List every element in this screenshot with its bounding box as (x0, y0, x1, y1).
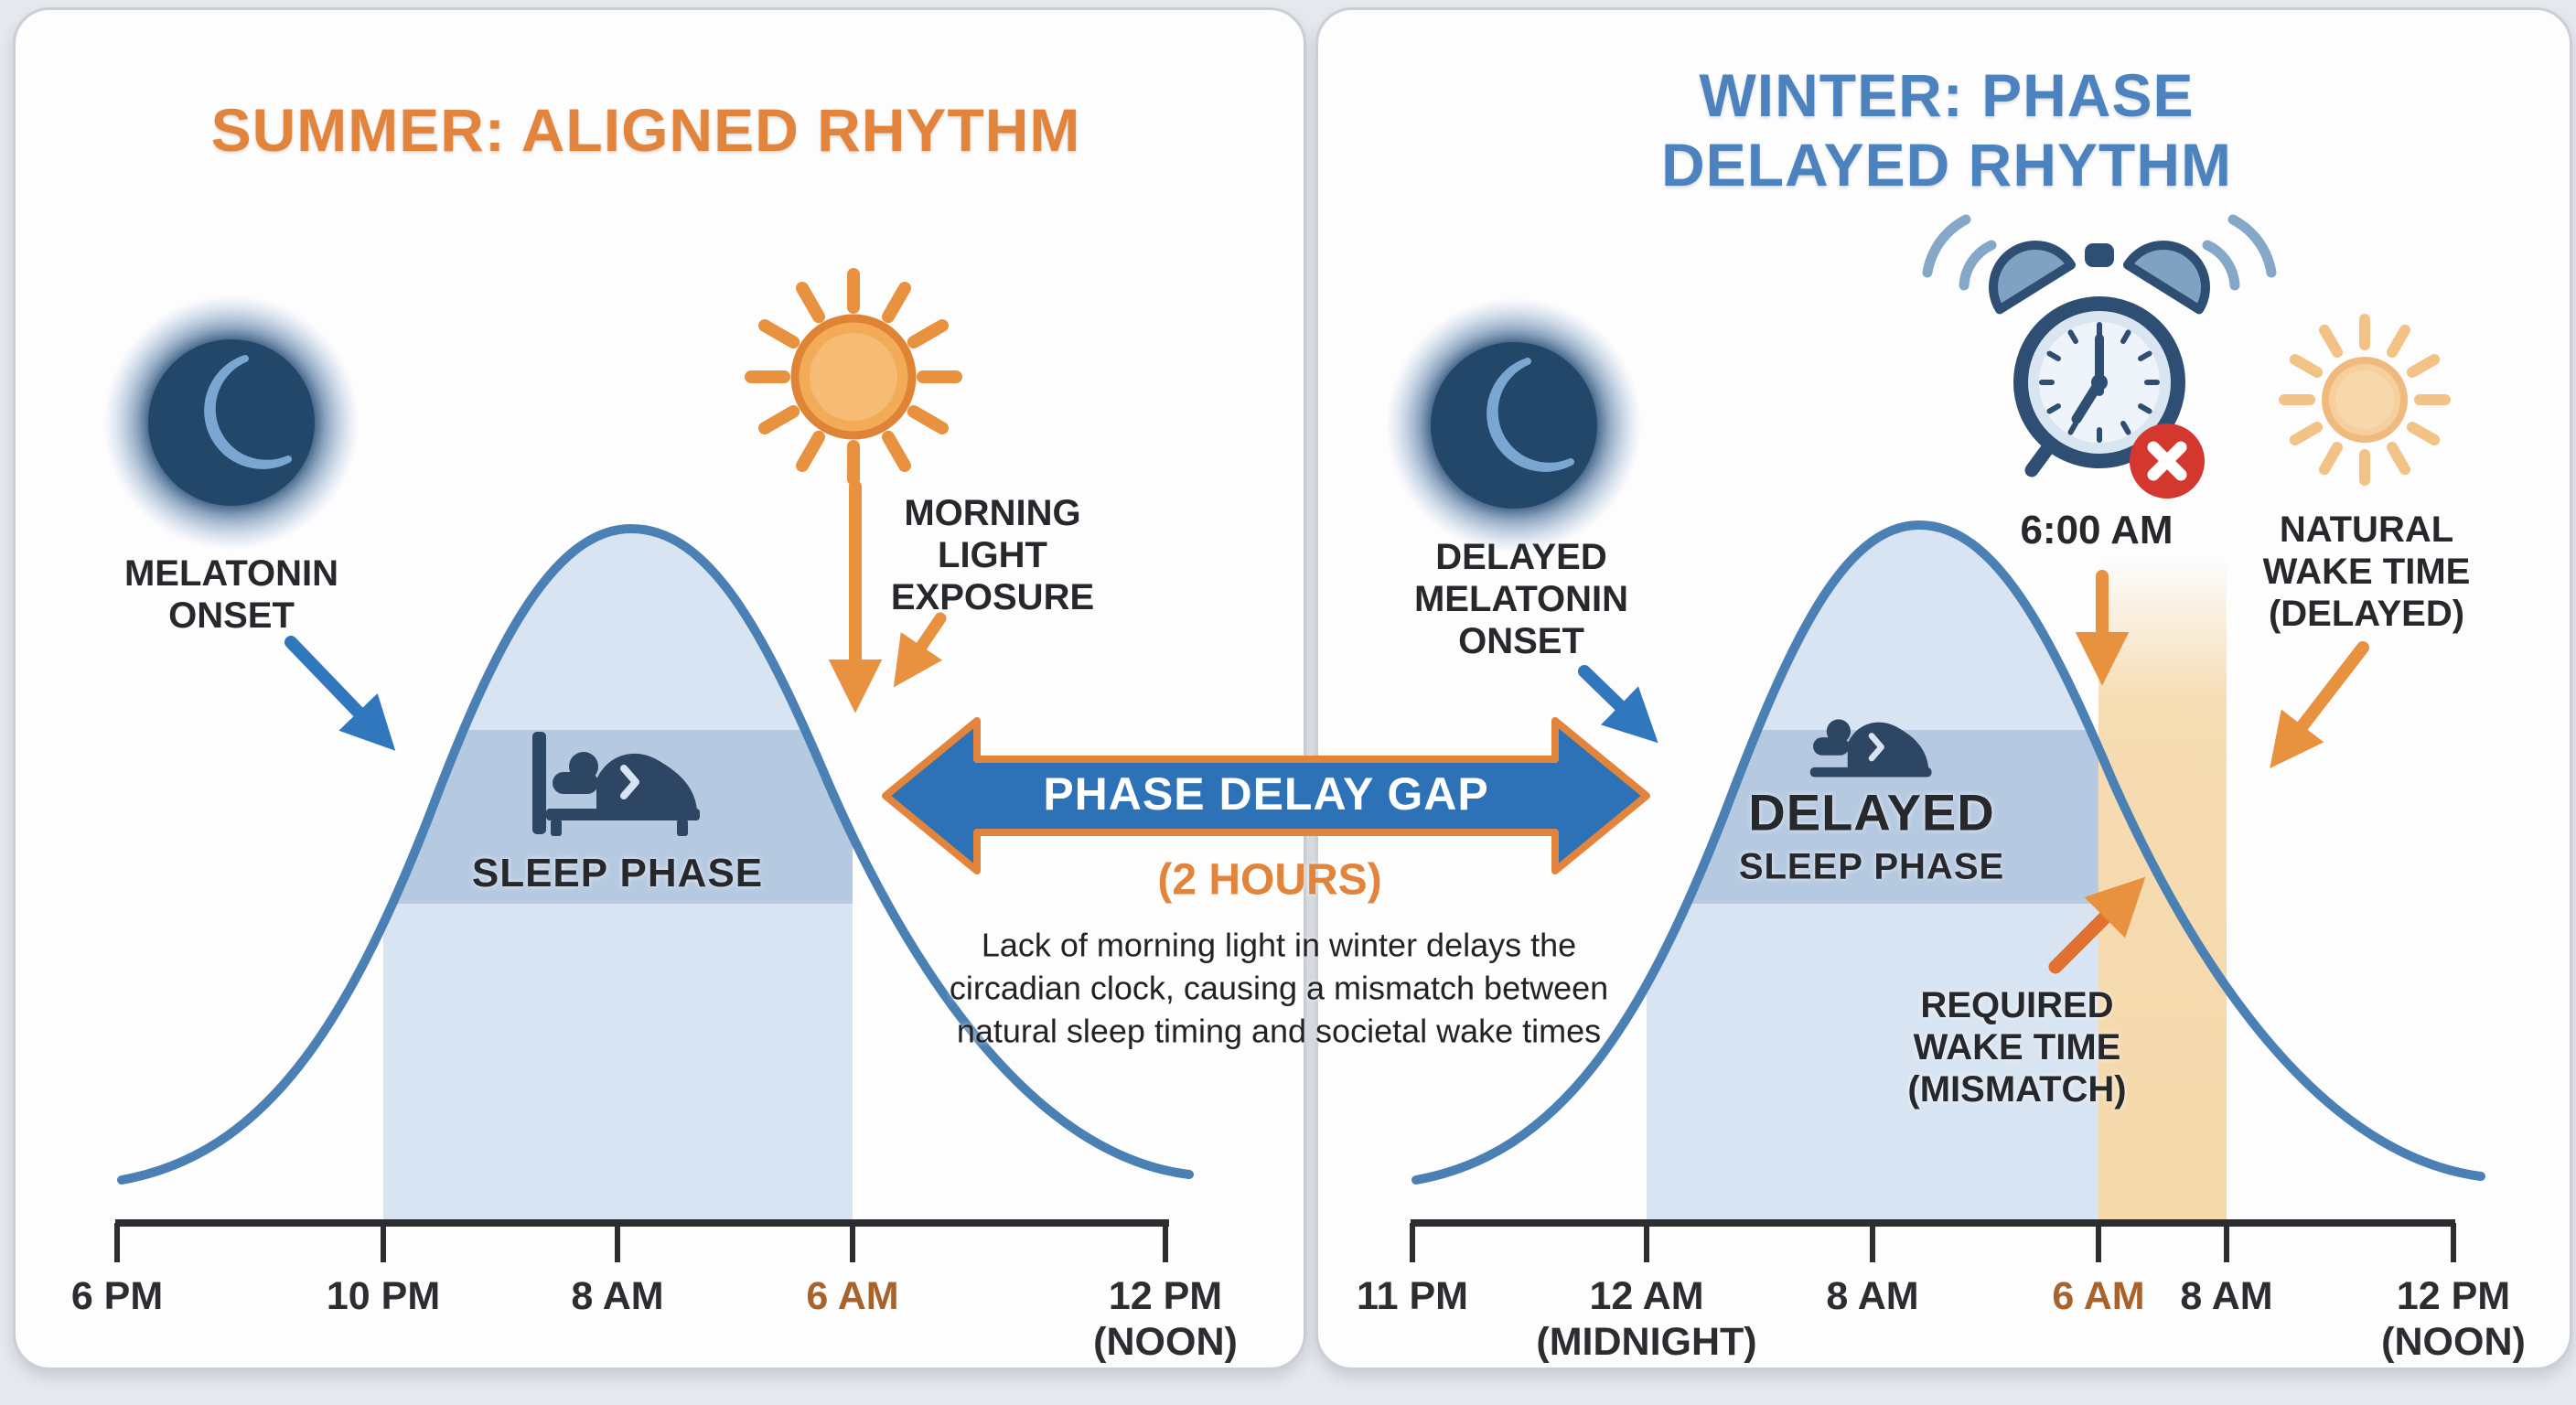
required-wake-arrow (2048, 876, 2146, 974)
moon-icon (1386, 297, 1642, 553)
alarm-clock-icon (1922, 214, 2277, 499)
axis-tick-12pm-noon-right: 12 PM (NOON) (2381, 1274, 2526, 1364)
delayed-sleep-phase-label: SLEEP PHASE (1738, 846, 2005, 887)
morning-light-diagonal-arrow (893, 612, 947, 688)
moon-icon (103, 295, 360, 551)
axis-tick-8am-wake: 8 AM (2180, 1274, 2273, 1318)
winter-melatonin-curve (1411, 520, 2485, 1185)
phase-delay-gap-amount: (2 HOURS) (1157, 855, 1382, 905)
sun-icon (745, 268, 962, 486)
morning-light-label: MORNING LIGHT EXPOSURE (890, 493, 1095, 617)
natural-wake-arrow (2270, 641, 2369, 768)
axis-tick-6am-right-highlight: 6 AM (2052, 1274, 2145, 1318)
sleep-phase-label: SLEEP PHASE (471, 851, 764, 896)
alarm-time-label: 6:00 AM (2020, 508, 2174, 552)
bed-icon (1809, 719, 1932, 778)
melatonin-onset-label: MELATONIN ONSET (123, 553, 339, 636)
axis-tick-12pm-noon: 12 PM (NOON) (1093, 1274, 1238, 1364)
melatonin-onset-arrow (284, 636, 396, 751)
phase-delay-gap-title: PHASE DELAY GAP (1043, 768, 1489, 820)
axis-tick-8am: 8 AM (571, 1274, 664, 1318)
summer-melatonin-curve (117, 523, 1194, 1185)
winter-title: WINTER: PHASE DELAYED RHYTHM (1661, 61, 2232, 198)
error-x-icon (2130, 424, 2205, 499)
axis-tick-11pm: 11 PM (1357, 1274, 1468, 1318)
bed-icon (532, 732, 700, 836)
axis-tick-10pm: 10 PM (326, 1274, 441, 1318)
phase-delay-description: Lack of morning light in winter delays t… (949, 926, 1609, 1050)
delayed-melatonin-onset-label: DELAYED MELATONIN ONSET (1413, 537, 1629, 661)
summer-time-axis (114, 1219, 1169, 1262)
natural-wake-time-label: NATURAL WAKE TIME (DELAYED) (2262, 509, 2471, 634)
axis-tick-6am-highlight: 6 AM (806, 1274, 899, 1318)
winter-time-axis (1410, 1219, 2456, 1262)
axis-tick-8am-right: 8 AM (1826, 1274, 1919, 1318)
phase-delay-gap-arrow (882, 717, 1650, 874)
required-wake-time-label: REQUIRED WAKE TIME (MISMATCH) (1907, 985, 2127, 1110)
pale-sun-icon (2279, 314, 2451, 486)
axis-tick-midnight: 12 AM (MIDNIGHT) (1536, 1274, 1757, 1364)
axis-tick-6pm: 6 PM (70, 1274, 164, 1318)
delayed-sleep-phase-word: DELAYED (1748, 783, 1995, 842)
delayed-melatonin-arrow (1578, 665, 1658, 744)
summer-title: SUMMER: ALIGNED RHYTHM (210, 96, 1081, 164)
